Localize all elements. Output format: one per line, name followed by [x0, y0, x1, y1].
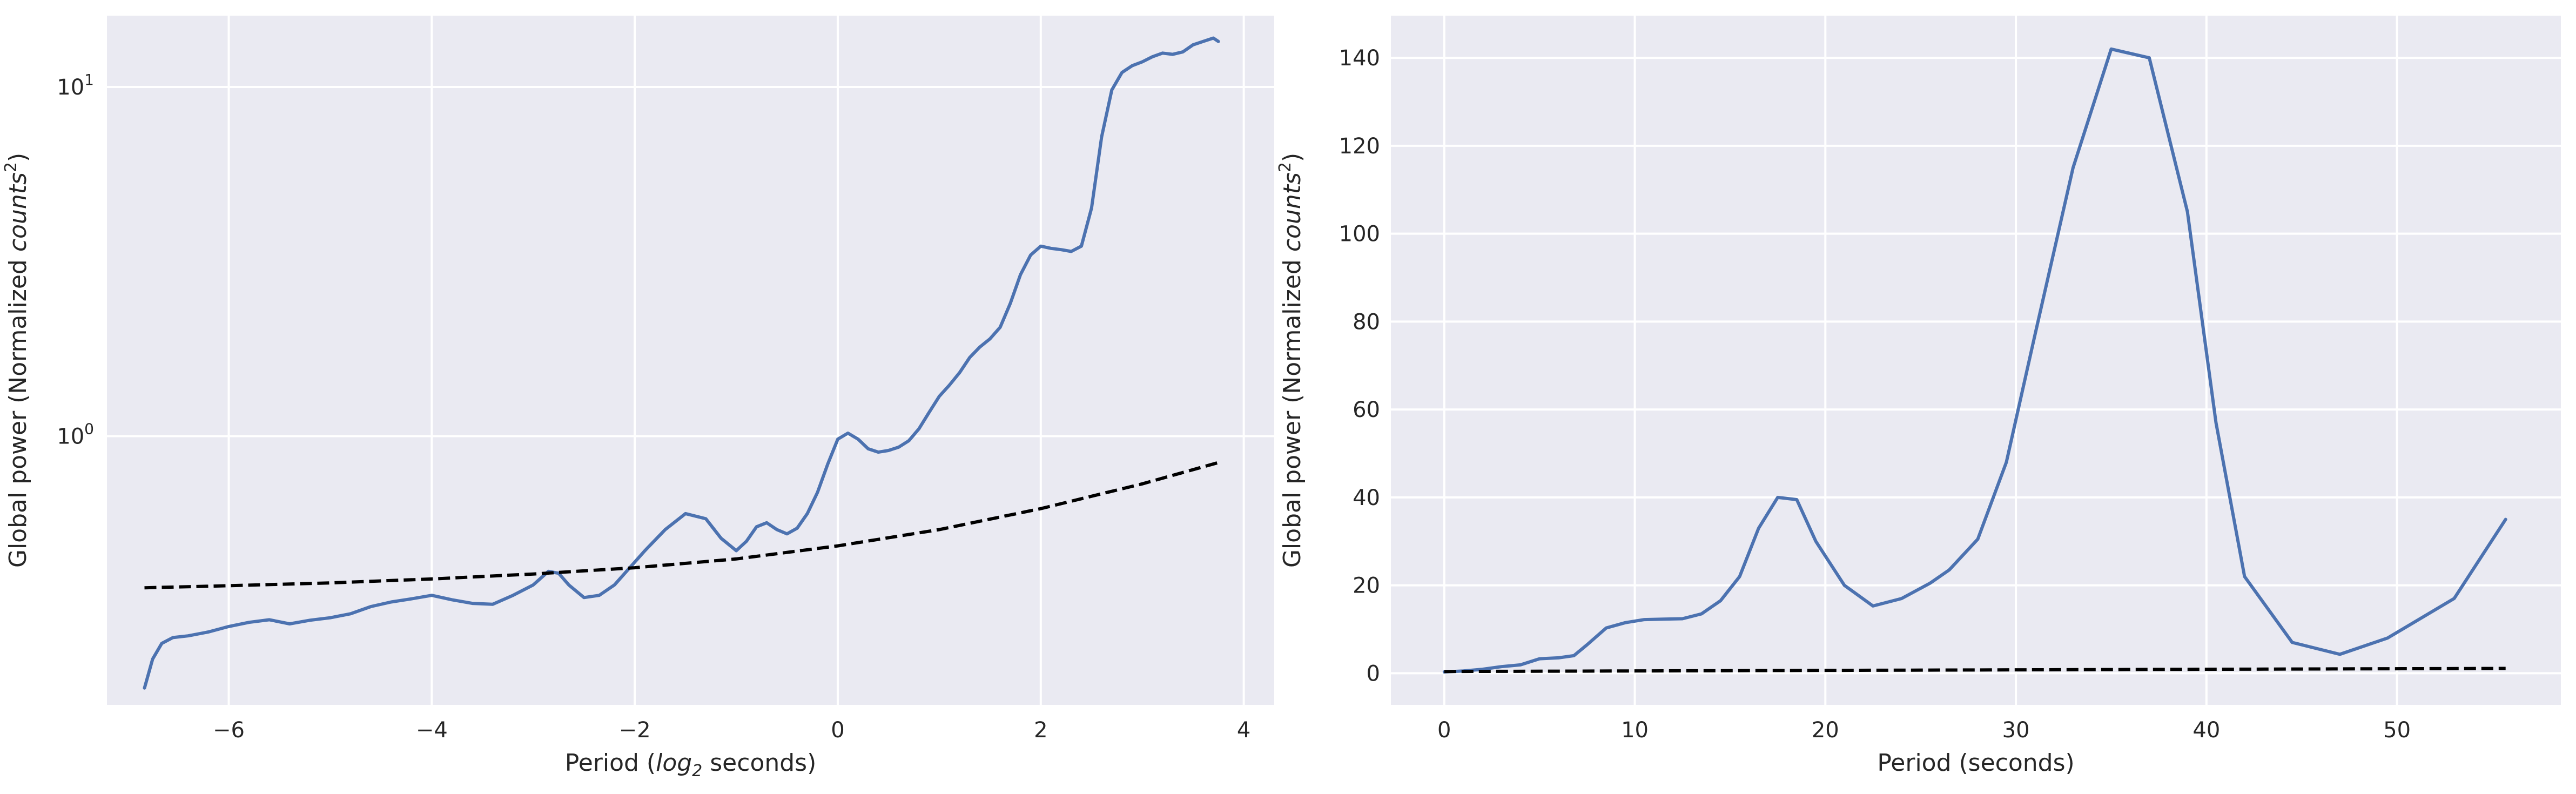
power-line	[143, 36, 1220, 690]
x-label-text: seconds)	[702, 749, 816, 777]
y-tick-label: 0	[1367, 661, 1380, 686]
y-label-text: )	[1279, 153, 1306, 162]
significance-line	[1444, 667, 2506, 674]
y-tick-label: 140	[1339, 46, 1380, 71]
plot-area	[1391, 16, 2561, 705]
x-label-text: Period (	[565, 749, 656, 777]
y-tick-exponent: 0	[84, 420, 94, 438]
y-tick-base: 10	[57, 75, 84, 100]
x-tick-label: 50	[2383, 718, 2411, 743]
significance-line	[144, 461, 1219, 590]
y-label-superscript: 2	[2, 162, 21, 172]
x-tick-label: 2	[1034, 718, 1047, 743]
y-tick-label: 20	[1353, 574, 1380, 598]
x-tick-label: 10	[1621, 718, 1649, 743]
y-label-text: Global power (Normalized	[1279, 252, 1306, 568]
x-tick-label: −4	[416, 718, 448, 743]
y-tick-label: 120	[1339, 134, 1380, 159]
y-tick-label: 60	[1353, 398, 1380, 422]
y-tick-exponent: 1	[84, 71, 94, 89]
y-label-text: )	[4, 153, 32, 162]
y-tick-label: 101	[57, 71, 94, 100]
x-axis-label: Period (log2 seconds)	[565, 749, 817, 780]
y-tick-label: 100	[1339, 222, 1380, 247]
y-tick-label: 80	[1353, 309, 1380, 334]
x-tick-label: −2	[619, 718, 651, 743]
y-label-superscript: 2	[1276, 162, 1295, 172]
y-tick-label: 40	[1353, 486, 1380, 510]
x-tick-label: 0	[831, 718, 844, 743]
x-label-math: log	[656, 749, 692, 777]
plot-area	[107, 16, 1274, 705]
y-tick-base: 10	[57, 424, 84, 449]
x-tick-label: −6	[213, 718, 245, 743]
x-label-subscript: 2	[692, 762, 702, 780]
y-label-math: counts	[4, 172, 32, 252]
y-axis-label: Global power (Normalized counts2)	[1276, 153, 1306, 568]
right-panel: 0 10 20 30 40 50 0 20 40 60 80 100 120 140 Period (sec…	[1276, 16, 2561, 777]
x-tick-label: 30	[2002, 718, 2030, 743]
x-tick-label: 20	[1812, 718, 1839, 743]
x-label-text: Period (seconds)	[1877, 749, 2074, 777]
x-axis-label: Period (seconds)	[1877, 749, 2074, 777]
y-label-text: Global power (Normalized	[4, 252, 32, 568]
x-tick-label: 4	[1237, 718, 1250, 743]
y-axis-label: Global power (Normalized counts2)	[2, 153, 32, 568]
x-tick-label: 0	[1437, 718, 1451, 743]
y-tick-label: 100	[57, 420, 94, 449]
y-label-math: counts	[1279, 172, 1306, 252]
power-line	[1442, 47, 2507, 674]
x-tick-label: 40	[2192, 718, 2220, 743]
